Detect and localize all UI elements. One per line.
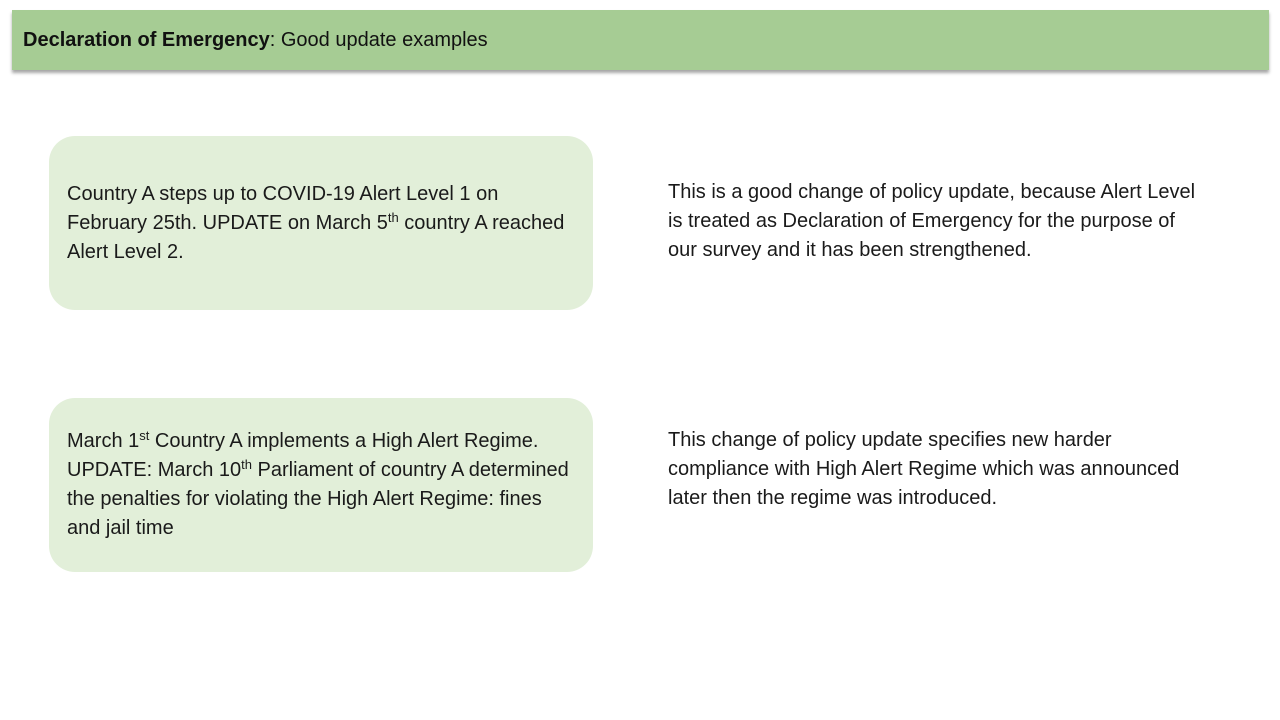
example-1-text-part: Country A steps up to COVID-19 Alert Lev… xyxy=(67,182,499,234)
example-2-text: March 1st Country A implements a High Al… xyxy=(67,427,579,543)
example-2-text-part: Parliament of country A determined the p… xyxy=(67,459,569,539)
example-1-text: Country A steps up to COVID-19 Alert Lev… xyxy=(67,180,579,267)
example-1-explanation: This is a good change of policy update, … xyxy=(668,181,1196,261)
title-bold: Declaration of Emergency xyxy=(23,28,270,51)
title-rest: : Good update examples xyxy=(269,28,488,51)
example-2-superscript: st xyxy=(139,428,150,443)
example-card-2: March 1st Country A implements a High Al… xyxy=(49,398,593,572)
example-2-text-part: March 1 xyxy=(67,430,140,452)
example-2-explanation: This change of policy update specifies n… xyxy=(668,429,1180,509)
example-card-1: Country A steps up to COVID-19 Alert Lev… xyxy=(49,136,593,310)
example-1-text-part: country A reached Alert Level 2. xyxy=(67,211,565,263)
example-2-superscript: th xyxy=(241,457,252,472)
example-2-text-part: Country A implements a High Alert Regime… xyxy=(67,430,539,481)
title-bar: Declaration of Emergency: Good update ex… xyxy=(12,10,1269,70)
example-1-superscript: th xyxy=(387,209,399,225)
page-title: Declaration of Emergency: Good update ex… xyxy=(23,29,488,52)
